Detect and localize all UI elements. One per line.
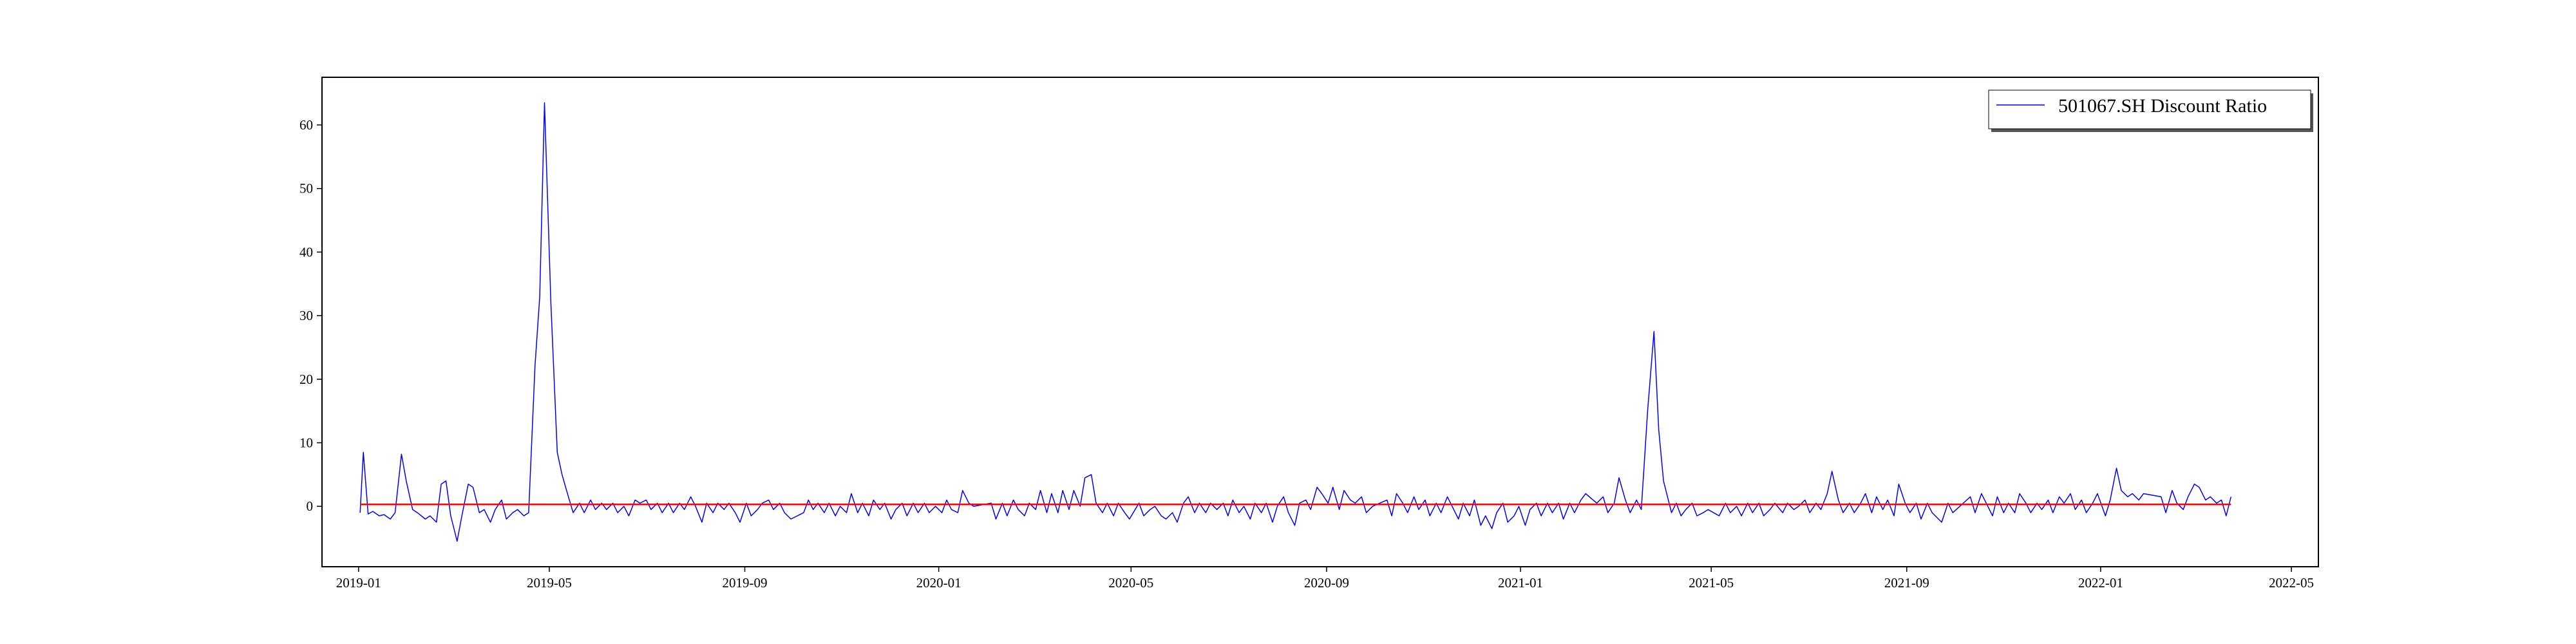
y-tick-label: 40 — [299, 244, 313, 260]
y-tick-label: 60 — [299, 117, 313, 133]
series-layer — [359, 102, 2232, 542]
x-tick-label: 2020-05 — [1108, 575, 1153, 591]
series-line-discount-ratio — [359, 102, 2232, 542]
plot-frame — [321, 77, 2319, 567]
y-tick-label: 50 — [299, 181, 313, 196]
x-tick-label: 2021-05 — [1689, 575, 1734, 591]
legend-box — [1988, 90, 2311, 129]
y-tick-label: 20 — [299, 372, 313, 387]
legend: 501067.SH Discount Ratio — [1988, 90, 2313, 132]
x-tick-label: 2021-01 — [1498, 575, 1543, 591]
legend-label: 501067.SH Discount Ratio — [2058, 95, 2267, 117]
y-tick-label: 10 — [299, 435, 313, 451]
x-tick-label: 2020-09 — [1304, 575, 1349, 591]
x-tick-label: 2019-05 — [527, 575, 572, 591]
x-tick-label: 2020-01 — [916, 575, 961, 591]
x-tick-label: 2022-01 — [2078, 575, 2123, 591]
y-tick-label: 0 — [307, 498, 314, 514]
y-axis-ticks: 0 10 20 30 40 50 60 — [299, 117, 322, 514]
x-tick-label: 2019-01 — [336, 575, 381, 591]
x-tick-label: 2021-09 — [1884, 575, 1929, 591]
x-tick-label: 2019-09 — [723, 575, 768, 591]
y-tick-label: 30 — [299, 308, 313, 323]
x-axis-ticks: 2019-01 2019-05 2019-09 2020-01 2020-05 2020-… — [336, 567, 2314, 591]
x-tick-label: 2022-05 — [2269, 575, 2314, 591]
